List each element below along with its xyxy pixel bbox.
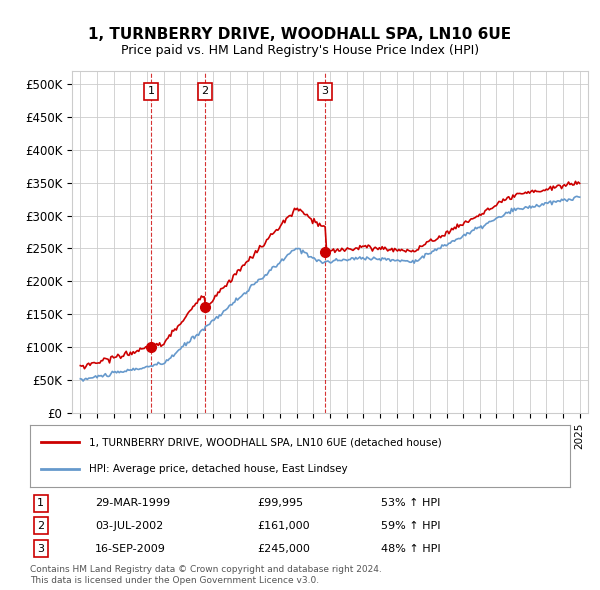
Text: 1, TURNBERRY DRIVE, WOODHALL SPA, LN10 6UE: 1, TURNBERRY DRIVE, WOODHALL SPA, LN10 6…: [88, 27, 512, 41]
Text: 16-SEP-2009: 16-SEP-2009: [95, 544, 166, 554]
Text: £161,000: £161,000: [257, 520, 310, 530]
Text: 53% ↑ HPI: 53% ↑ HPI: [381, 499, 440, 508]
Text: 29-MAR-1999: 29-MAR-1999: [95, 499, 170, 508]
Text: 3: 3: [322, 86, 329, 96]
Text: 1: 1: [37, 499, 44, 508]
Text: Price paid vs. HM Land Registry's House Price Index (HPI): Price paid vs. HM Land Registry's House …: [121, 44, 479, 57]
Text: Contains HM Land Registry data © Crown copyright and database right 2024.
This d: Contains HM Land Registry data © Crown c…: [30, 565, 382, 585]
Text: 1: 1: [148, 86, 154, 96]
Text: 1, TURNBERRY DRIVE, WOODHALL SPA, LN10 6UE (detached house): 1, TURNBERRY DRIVE, WOODHALL SPA, LN10 6…: [89, 437, 442, 447]
Text: 2: 2: [202, 86, 209, 96]
Text: 3: 3: [37, 544, 44, 554]
Text: £245,000: £245,000: [257, 544, 310, 554]
Text: £99,995: £99,995: [257, 499, 303, 508]
Text: 48% ↑ HPI: 48% ↑ HPI: [381, 544, 440, 554]
Text: 03-JUL-2002: 03-JUL-2002: [95, 520, 163, 530]
Text: 2: 2: [37, 520, 44, 530]
Text: HPI: Average price, detached house, East Lindsey: HPI: Average price, detached house, East…: [89, 464, 348, 474]
Text: 59% ↑ HPI: 59% ↑ HPI: [381, 520, 440, 530]
